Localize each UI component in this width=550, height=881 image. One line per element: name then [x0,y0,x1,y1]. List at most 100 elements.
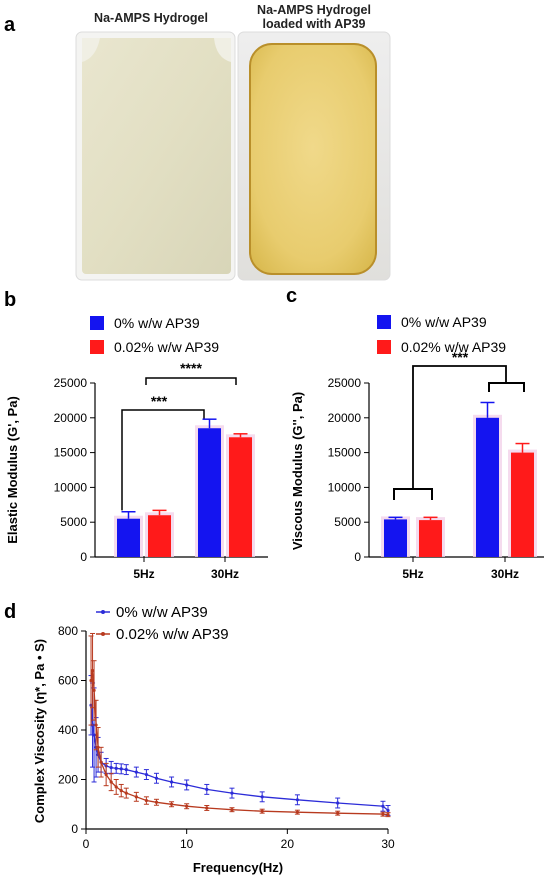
data-point [89,678,93,683]
y-tick-label: 20000 [328,411,362,425]
x-tick-label: 5Hz [133,567,154,581]
panel-label-c: c [286,285,297,307]
x-tick-label: 5Hz [402,567,423,581]
panel-label-d: d [4,601,16,623]
photo-right [237,31,391,281]
legend-marker-series1 [101,632,105,636]
data-point [154,800,159,804]
data-point [144,798,148,803]
data-point [144,772,148,777]
chart-c-plot: 0 5000 10000 15000 20000 25000 5Hz 30Hz *** [328,349,544,581]
y-tick-label: 15000 [328,446,362,460]
legend-swatch-series0 [90,316,104,330]
y-tick-label: 0 [71,822,78,836]
legend-swatch-series0 [377,315,391,329]
legend-label-series1: 0.02% w/w AP39 [114,339,219,355]
bar [148,515,171,557]
legend-label-series0: 0% w/w AP39 [114,315,200,331]
data-point [124,768,128,772]
legend-label-series1: 0.02% w/w AP39 [401,339,506,355]
significance-label: *** [452,349,469,365]
data-point [205,806,209,810]
significance-bracket [121,409,205,511]
data-point [109,766,113,770]
data-point [94,723,98,727]
significance-bracket [412,365,507,489]
data-point [114,766,118,770]
data-point [260,809,264,813]
y-tick-label: 10000 [54,480,88,494]
bar [117,518,140,557]
significance-label: **** [180,360,202,376]
data-point [336,801,340,805]
data-point [381,812,385,816]
bar [229,437,252,557]
data-point [381,804,385,808]
bar [419,520,442,557]
y-tick-label: 200 [58,773,78,787]
chart-d-plot: 0 200 400 600 800 0 10 20 30 [58,624,395,851]
series-line [90,705,389,811]
x-tick-label: 30Hz [491,567,519,581]
x-tick-label: 10 [180,837,194,851]
data-point [260,795,264,799]
data-point [90,669,95,673]
data-point [134,770,138,774]
significance-bracket [393,488,433,500]
data-point [134,795,138,799]
data-point [295,798,299,802]
chart-c: 0% w/w AP39 0.02% w/w AP39 Viscous Modul… [290,314,544,581]
data-point [386,808,390,813]
y-tick-label: 0 [354,550,361,564]
y-tick-label: 0 [80,550,87,564]
data-point [169,780,174,784]
x-tick-label: 20 [281,837,295,851]
data-point [92,733,96,737]
hydrogel-ap39 [249,43,377,275]
y-axis-title: Viscous Modulus (G'', Pa) [290,392,305,550]
bar [384,519,407,557]
data-point [185,804,189,808]
x-tick-label: 0 [83,837,90,851]
data-point [114,785,118,789]
x-tick-label: 30 [381,837,395,851]
y-tick-label: 800 [58,624,78,638]
chart-b: 0% w/w AP39 0.02% w/w AP39 Elastic Modul… [5,315,268,581]
data-point [169,802,174,806]
data-point [119,789,123,793]
data-point [99,760,103,764]
data-point [230,808,234,812]
bar [198,428,221,557]
legend-swatch-series1 [377,340,391,354]
panel-label-b: b [4,289,16,311]
y-tick-label: 15000 [54,446,88,460]
data-point [109,780,113,784]
data-point [104,772,108,777]
bar [511,452,534,557]
significance-bracket [145,377,237,385]
data-point [96,745,100,749]
bar [476,417,499,557]
series-line [90,670,389,816]
y-axis-title: Complex Viscosity (η*, Pa • S) [32,639,47,823]
legend-marker-series0 [101,610,105,614]
significance-bracket [488,382,525,392]
data-point [336,811,340,815]
legend-label-series0: 0% w/w AP39 [401,314,487,330]
data-point [119,767,123,771]
data-point [295,810,299,814]
y-tick-label: 5000 [60,515,87,529]
y-tick-label: 400 [58,723,78,737]
y-tick-label: 20000 [54,411,88,425]
photo-left [75,31,236,281]
legend-swatch-series1 [90,340,104,354]
data-point [154,776,159,780]
y-tick-label: 600 [58,674,78,688]
y-tick-label: 10000 [328,480,362,494]
data-point [92,688,96,693]
photo-right-label-line2: loaded with AP39 [262,17,365,31]
data-point [185,783,189,787]
x-axis-title: Frequency(Hz) [193,860,283,875]
chart-d: 0% w/w AP39 0.02% w/w AP39 Complex Visco… [32,604,395,875]
